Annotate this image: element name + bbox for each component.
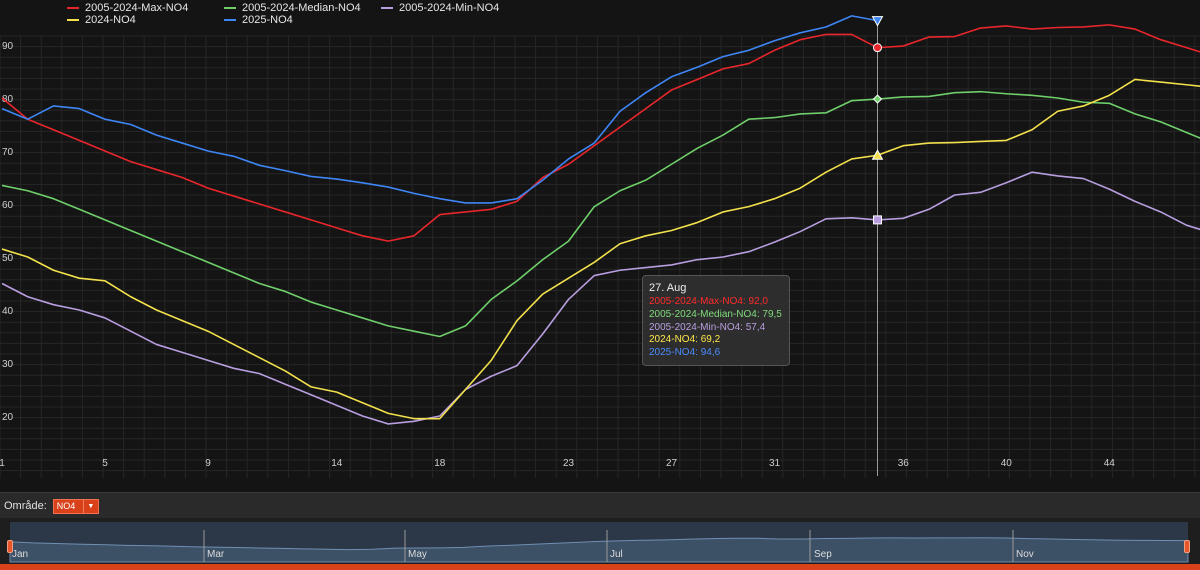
x-tick-label: 14 [331,458,343,469]
series-line-4 [1,15,878,204]
nav-month-jan: Jan [12,549,29,560]
x-tick-label: 23 [563,458,575,469]
x-tick-label: 40 [1001,458,1013,469]
nav-month-sep: Sep [814,549,832,560]
y-tick-label: 60 [2,200,14,211]
tooltip-date: 27. Aug [649,282,687,294]
tooltip-label-median: 2005-2024-Median-NO4: [649,308,763,320]
tooltip-label-max: 2005-2024-Max-NO4: [649,296,749,307]
y-tick-label: 20 [2,412,14,423]
x-tick-label: 18 [434,458,446,469]
tooltip-value-2024: 69,2 [700,334,721,346]
x-tick-label: 5 [102,458,108,469]
area-select-value: NO4 [54,499,84,513]
x-tick-label: 27 [666,458,678,469]
x-tick-label: 36 [898,458,910,469]
series-line-1 [1,90,1200,338]
tooltip-label-2024: 2024-NO4: [649,334,701,346]
x-tick-label: 9 [205,458,211,469]
navigator-area [9,537,1189,563]
nav-month-may: May [408,549,427,560]
area-toolbar: Område: NO4 ▼ [0,492,1200,519]
y-tick-label: 40 [2,306,14,317]
tooltip-label-min: 2005-2024-Min-NO4: [649,321,746,333]
legend-item-2025[interactable]: 2025-NO4 [224,14,293,26]
nav-month-nov: Nov [1016,549,1034,560]
series-line-0 [1,24,1200,242]
legend-swatch-max [67,7,79,9]
chart-legend: 2005-2024-Max-NO4 2005-2024-Median-NO4 2… [0,2,1200,28]
series-marker-3 [871,149,884,160]
navigator-scrollbar[interactable] [0,564,1200,570]
navigator-handle-left[interactable] [7,540,13,553]
legend-swatch-median [224,7,236,9]
legend-label-2024: 2024-NO4 [85,14,136,26]
legend-item-min[interactable]: 2005-2024-Min-NO4 [381,2,499,14]
series-marker-0 [873,43,882,53]
legend-swatch-min [381,7,393,9]
legend-label-max: 2005-2024-Max-NO4 [85,2,189,14]
legend-swatch-2025 [224,19,236,21]
area-label: Område: [4,500,47,512]
legend-item-median[interactable]: 2005-2024-Median-NO4 [224,2,361,14]
nav-month-jul: Jul [610,549,623,560]
y-tick-label: 90 [2,41,14,52]
series-line-3 [1,78,1200,420]
tooltip-row-2025: 2025-NO4: 94,6 [649,347,789,360]
area-select[interactable]: NO4 ▼ [52,498,99,514]
y-tick-label: 30 [2,359,14,370]
tooltip-row-median: 2005-2024-Median-NO4: 79,5 [649,309,789,322]
tooltip-row-max: 2005-2024-Max-NO4: 92,0 [649,296,789,309]
tooltip-row-2024: 2024-NO4: 69,2 [649,334,789,347]
legend-item-max[interactable]: 2005-2024-Max-NO4 [67,2,188,14]
chevron-down-icon[interactable]: ▼ [87,502,95,510]
y-tick-label: 70 [2,147,14,158]
legend-label-2025: 2025-NO4 [242,14,293,26]
x-tick-label: 44 [1104,458,1116,469]
x-tick-label: 1 [0,458,5,469]
legend-label-median: 2005-2024-Median-NO4 [242,2,361,14]
y-tick-label: 50 [2,253,14,264]
series-marker-2 [873,215,882,225]
line-chart[interactable]: 2030405060708090159141823273136404449 [0,0,1200,490]
navigator-handle-right[interactable] [1184,540,1190,553]
tooltip-value-min: 57,4 [745,321,766,333]
tooltip-value-max: 92,0 [748,296,768,307]
tooltip-value-2025: 94,6 [700,347,721,359]
nav-month-mar: Mar [207,549,225,560]
tooltip-row-min: 2005-2024-Min-NO4: 57,4 [649,322,789,335]
series-marker-1 [872,94,883,104]
legend-label-min: 2005-2024-Min-NO4 [399,2,500,14]
tooltip-value-median: 79,5 [762,308,782,320]
series-marker-4 [871,16,884,27]
legend-item-2024[interactable]: 2024-NO4 [67,14,136,26]
chart-tooltip: 27. Aug 2005-2024-Max-NO4: 92,0 2005-202… [642,275,790,366]
range-navigator[interactable]: Jan Mar May Jul Sep Nov [0,518,1200,570]
series-line-2 [1,171,1200,425]
x-tick-label: 31 [769,458,781,469]
tooltip-label-2025: 2025-NO4: [649,347,701,359]
y-tick-label: 80 [2,94,14,105]
navigator-series [9,522,1189,563]
legend-swatch-2024 [67,19,79,21]
